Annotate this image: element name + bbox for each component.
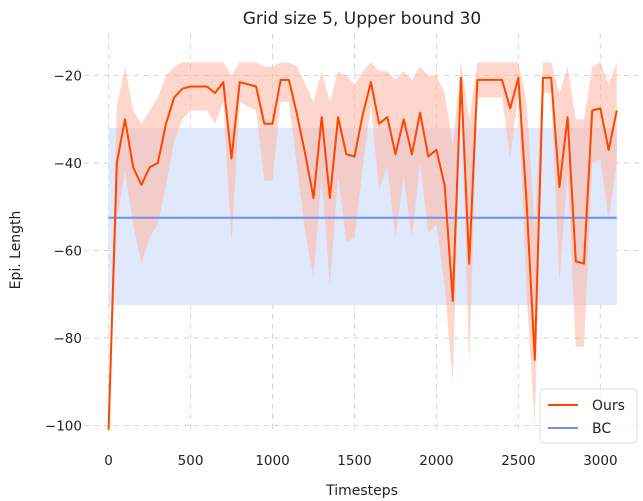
- band-bc: [108, 128, 617, 306]
- confidence-bands: [108, 62, 617, 430]
- y-tick-label: −20: [54, 69, 83, 85]
- x-tick-label: 2500: [501, 453, 535, 469]
- y-axis-label: Epi. Length: [8, 211, 24, 290]
- line-ours: [107, 76, 618, 430]
- x-tick-label: 3000: [583, 453, 617, 469]
- band-ours: [108, 62, 617, 430]
- x-tick-label: 2000: [419, 453, 453, 469]
- x-axis-label: Timesteps: [325, 483, 398, 499]
- y-tick-label: −100: [45, 418, 82, 434]
- y-tick-label: −40: [54, 156, 83, 172]
- x-tick-label: 0: [104, 453, 113, 469]
- legend-box: [539, 388, 638, 444]
- x-axis-ticks: 0 500 1000 1500 2000 2500 3000: [104, 453, 617, 469]
- series-lines: [107, 76, 618, 430]
- x-tick-label: 1000: [255, 453, 289, 469]
- x-tick-label: 1500: [337, 453, 371, 469]
- legend-label-ours: Ours: [592, 398, 625, 414]
- legend-label-bc: BC: [592, 421, 611, 437]
- y-tick-label: −80: [54, 331, 83, 347]
- y-axis-ticks: −100 −80 −60 −40 −20: [45, 69, 82, 435]
- legend: Ours BC: [539, 388, 638, 444]
- x-tick-label: 500: [178, 453, 204, 469]
- chart-title: Grid size 5, Upper bound 30: [243, 9, 482, 29]
- y-tick-label: −60: [54, 243, 83, 259]
